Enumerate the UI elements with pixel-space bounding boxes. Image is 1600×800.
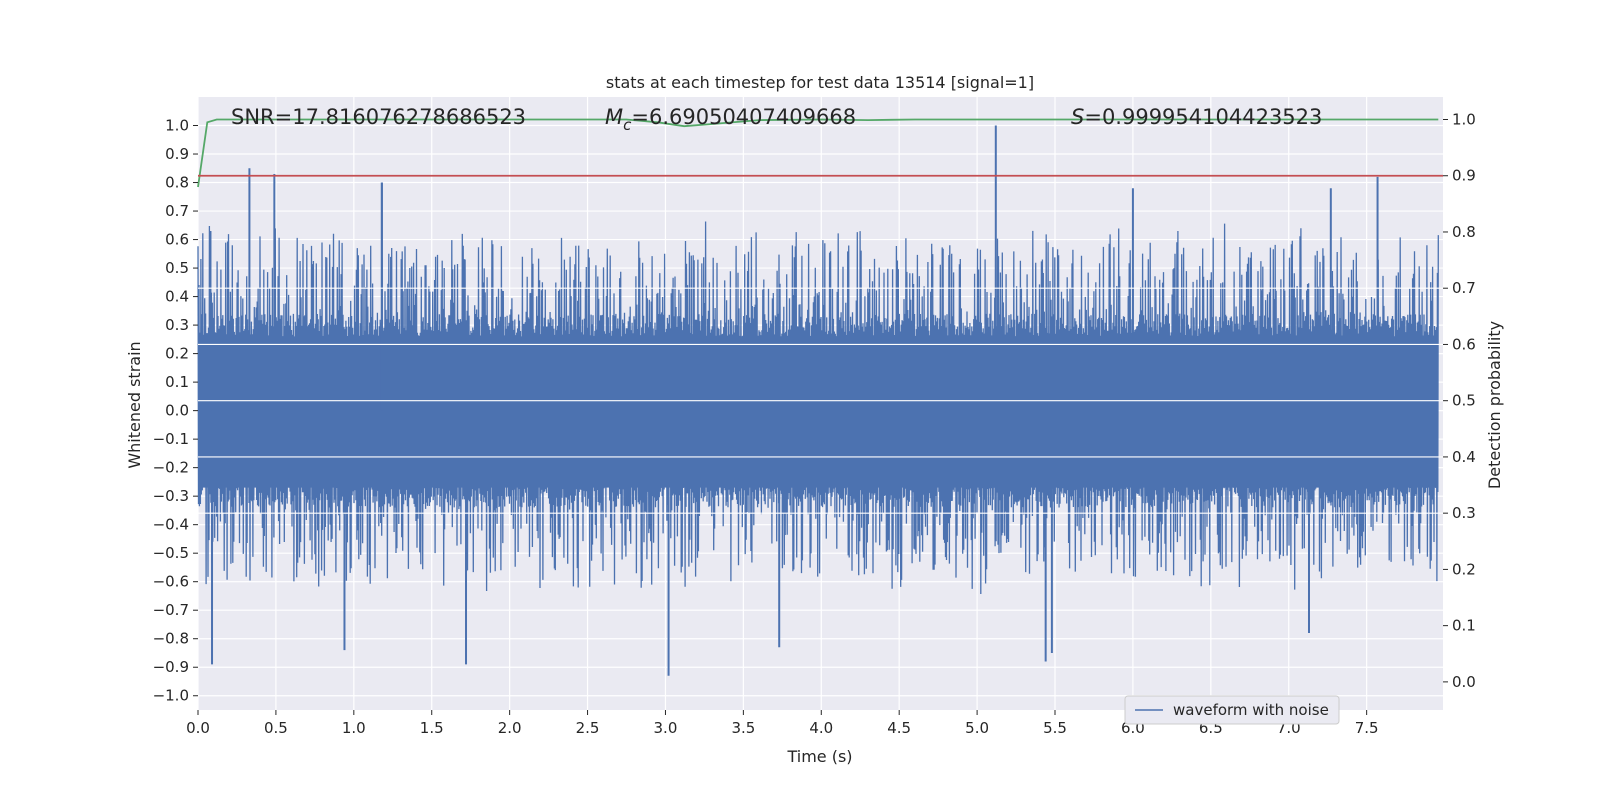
y-right-axis-label: Detection probability: [1485, 321, 1504, 489]
chirp-mass-subscript: c: [623, 116, 632, 134]
y-right-tick-label: 0.8: [1452, 223, 1476, 241]
y-left-tick-label: −0.2: [153, 459, 189, 477]
legend: waveform with noise: [1124, 695, 1340, 725]
y-left-tick-label: −0.1: [153, 430, 189, 448]
x-tick-label: 3.0: [654, 719, 678, 737]
y-left-tick-label: 0.7: [165, 202, 189, 220]
x-tick-label: 5.5: [1043, 719, 1067, 737]
x-tick-label: 1.0: [342, 719, 366, 737]
x-tick-label: 0.5: [264, 719, 288, 737]
y-right-tick-label: 0.3: [1452, 504, 1476, 522]
y-left-tick-label: −0.5: [153, 544, 189, 562]
x-tick-label: 5.0: [965, 719, 989, 737]
series-waveform-with-noise: [197, 125, 1443, 676]
x-tick-label: 2.0: [498, 719, 522, 737]
x-tick-label: 0.0: [186, 719, 210, 737]
chart-title: stats at each timestep for test data 135…: [606, 73, 1034, 92]
y-left-tick-label: −0.7: [153, 601, 189, 619]
legend-box: [1124, 695, 1340, 725]
y-right-tick-label: 0.7: [1452, 279, 1476, 297]
y-right-tick-label: 0.2: [1452, 560, 1476, 578]
y-left-tick-label: 0.0: [165, 402, 189, 420]
y-left-axis-ticks: 1.0 0.9 0.8 0.7 0.6 0.5 0.4 0.3 0.2 0.1 0.0 −0.1 −0.…: [153, 117, 198, 705]
x-tick-label: 7.5: [1355, 719, 1379, 737]
y-left-tick-label: −0.3: [153, 487, 189, 505]
x-tick-label: 1.5: [420, 719, 444, 737]
series-detection-probability: [197, 118, 1443, 188]
chirp-mass-value: =6.69050407409668: [631, 105, 856, 129]
y-right-tick-label: 0.6: [1452, 335, 1476, 353]
y-right-axis-ticks: 1.0 0.9 0.8 0.7 0.6 0.5 0.4 0.3 0.2 0.1 0.0: [1443, 110, 1476, 691]
y-left-tick-label: 0.9: [165, 145, 189, 163]
x-tick-label: 3.5: [731, 719, 755, 737]
waveform-line: [197, 221, 1439, 595]
y-left-tick-label: 1.0: [165, 117, 189, 135]
y-right-tick-label: 0.1: [1452, 617, 1476, 635]
y-right-tick-label: 0.9: [1452, 167, 1476, 185]
y-right-tick-label: 1.0: [1452, 110, 1476, 128]
y-left-tick-label: −0.4: [153, 516, 189, 534]
x-axis-label: Time (s): [786, 747, 852, 766]
y-left-tick-label: −0.6: [153, 573, 189, 591]
y-right-tick-label: 0.0: [1452, 673, 1476, 691]
x-tick-label: 2.5: [576, 719, 600, 737]
chirp-mass-annotation: Mc=6.69050407409668: [605, 105, 856, 134]
y-right-tick-label: 0.5: [1452, 392, 1476, 410]
y-left-tick-label: 0.4: [165, 288, 189, 306]
detection-stat-annotation: S=0.999954104423523: [1071, 105, 1322, 129]
x-tick-label: 4.0: [809, 719, 833, 737]
y-left-axis-label: Whitened strain: [125, 341, 144, 468]
detection-probability-line: [197, 118, 1439, 188]
detection-stat-symbol: S: [1071, 105, 1084, 129]
x-tick-label: 4.5: [887, 719, 911, 737]
y-left-tick-label: 0.8: [165, 174, 189, 192]
chirp-mass-symbol: M: [605, 105, 623, 129]
y-left-tick-label: 0.5: [165, 259, 189, 277]
y-left-tick-label: 0.6: [165, 231, 189, 249]
y-left-tick-label: −0.8: [153, 630, 189, 648]
y-right-tick-label: 0.4: [1452, 448, 1476, 466]
legend-label: waveform with noise: [1173, 701, 1329, 719]
snr-annotation: SNR=17.816076278686523: [231, 105, 526, 129]
y-left-tick-label: −1.0: [153, 687, 189, 705]
y-left-tick-label: −0.9: [153, 658, 189, 676]
y-left-tick-label: 0.3: [165, 316, 189, 334]
detection-stat-value: =0.999954104423523: [1084, 105, 1322, 129]
y-left-tick-label: 0.1: [165, 373, 189, 391]
y-left-tick-label: 0.2: [165, 345, 189, 363]
